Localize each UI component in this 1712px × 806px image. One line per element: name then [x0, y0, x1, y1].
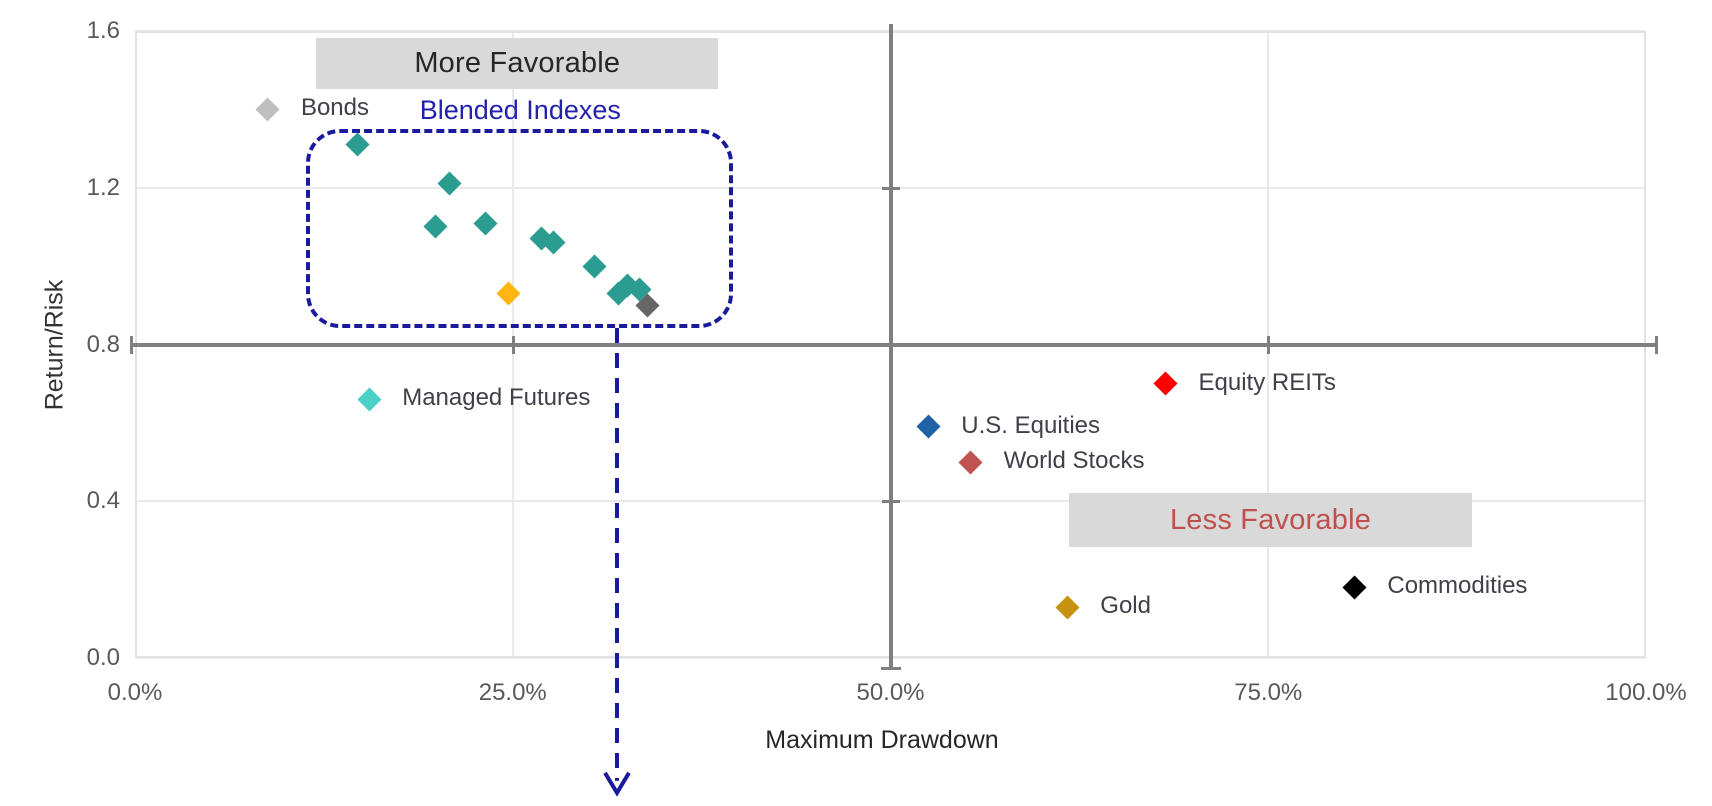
point-label-bonds: Bonds [300, 94, 370, 122]
axis-tick [130, 335, 133, 354]
blended-indexes-outline [305, 128, 734, 329]
x-tick-label: 100.0% [1605, 679, 1687, 706]
x-axis-title: Maximum Drawdown [765, 726, 999, 754]
x-tick-label: 75.0% [1234, 679, 1303, 706]
down-arrow [603, 328, 631, 798]
axis-tick [881, 500, 900, 504]
axis-tick [511, 335, 515, 354]
x-tick-label: 25.0% [478, 679, 547, 706]
x-tick-label: 50.0% [856, 679, 925, 706]
point-label-equity-reits: Equity REITs [1198, 368, 1336, 396]
blended-indexes-caption: Blended Indexes [419, 94, 621, 125]
axis-tick [881, 186, 900, 190]
axis-tick [1267, 335, 1271, 354]
axis-tick [1655, 335, 1658, 354]
y-tick-label: 0.8 [86, 330, 120, 358]
quadrant-horizontal-axis [131, 342, 1656, 347]
point-label-u-s-equities: U.S. Equities [961, 411, 1100, 439]
quadrant-vertical-axis [888, 24, 893, 668]
x-tick-label: 0.0% [107, 679, 163, 706]
axis-end-cap [880, 667, 901, 670]
y-tick-label: 1.2 [86, 173, 120, 201]
point-label-commodities: Commodities [1387, 572, 1528, 600]
more-favorable-banner: More Favorable [316, 38, 719, 89]
point-label-gold: Gold [1100, 592, 1151, 620]
point-label-world-stocks: World Stocks [1003, 447, 1145, 475]
point-label-managed-futures: Managed Futures [402, 384, 591, 412]
y-tick-label: 0.0 [86, 644, 120, 671]
y-tick-label: 0.4 [86, 487, 120, 515]
y-tick-label: 1.6 [86, 17, 120, 44]
less-favorable-banner: Less Favorable [1068, 493, 1473, 548]
